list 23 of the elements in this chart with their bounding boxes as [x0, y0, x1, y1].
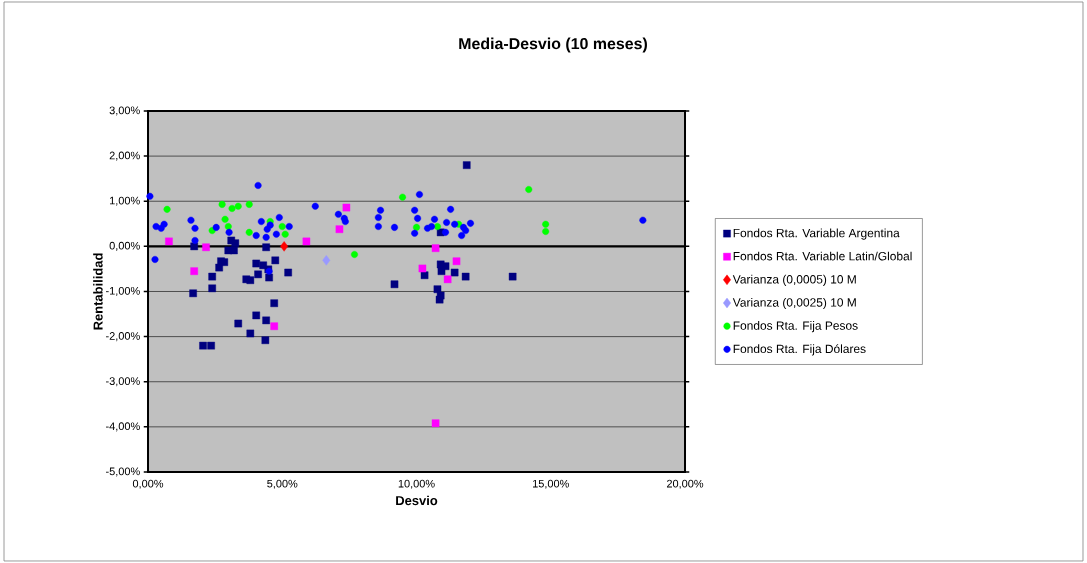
legend-label: Fondos Rta. Variable Argentina: [733, 228, 900, 240]
y-tick-label: -5,00%: [106, 467, 140, 477]
legend-label: Fondos Rta. Fija Dólares: [733, 344, 866, 356]
y-tick-label: -1,00%: [106, 286, 140, 297]
x-tick-label: 20,00%: [666, 479, 704, 489]
y-tick-label: 1,00%: [109, 196, 140, 206]
x-tick-label: 15,00%: [533, 479, 569, 489]
legend-label: Fondos Rta. Variable Latin/Global: [733, 251, 912, 261]
y-tick-label: 2,00%: [109, 151, 140, 161]
x-tick-label: 0,00%: [132, 479, 164, 489]
y-axis-title: Rentabilidad: [93, 253, 103, 330]
legend-label: Varianza (0,0025) 10 M: [732, 297, 856, 310]
legend-label: Varianza (0,0005) 10 M: [732, 274, 856, 286]
legend-label: Fondos Rta. Fija Pesos: [733, 321, 858, 333]
x-tick-label: 10,00%: [398, 479, 435, 489]
x-tick-label: 5,00%: [267, 479, 298, 489]
y-tick-label: -2,00%: [106, 332, 140, 342]
y-tick-label: -4,00%: [106, 422, 140, 432]
y-tick-label: -3,00%: [106, 377, 140, 387]
y-tick-label: 3,00%: [109, 106, 140, 116]
y-tick-label: 0,00%: [109, 241, 140, 251]
chart-title: Media-Desvio (10 meses): [459, 37, 647, 53]
x-axis-title: Desvio: [396, 495, 438, 506]
